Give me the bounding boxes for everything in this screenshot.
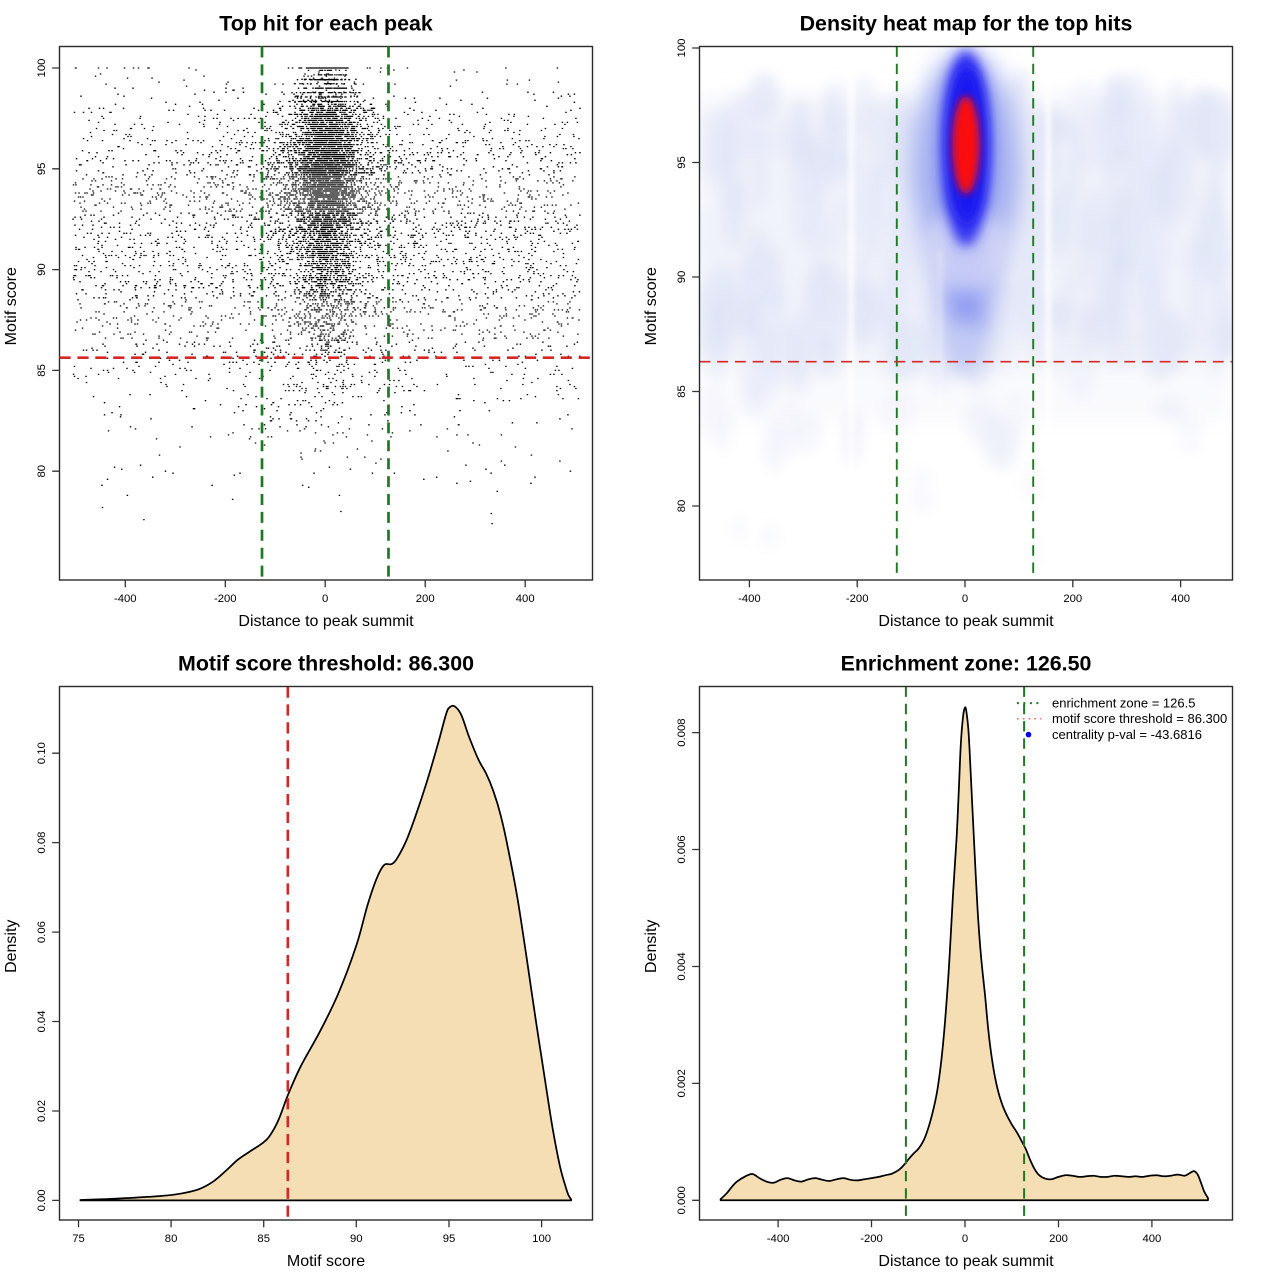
svg-text:85: 85 (257, 1233, 270, 1245)
svg-text:Density: Density (3, 920, 20, 973)
svg-text:Motif score: Motif score (3, 267, 20, 345)
svg-text:0.000: 0.000 (676, 1186, 688, 1214)
svg-text:0.02: 0.02 (36, 1100, 48, 1122)
svg-text:0.004: 0.004 (676, 952, 688, 980)
svg-text:0.008: 0.008 (676, 718, 688, 746)
svg-text:95: 95 (36, 163, 48, 176)
svg-text:Motif score threshold: 86.300: Motif score threshold: 86.300 (178, 652, 474, 676)
svg-text:80: 80 (165, 1233, 178, 1245)
svg-text:100: 100 (676, 39, 688, 58)
svg-text:200: 200 (416, 593, 435, 605)
svg-text:0: 0 (322, 593, 328, 605)
svg-text:0.06: 0.06 (36, 921, 48, 943)
svg-text:Distance to peak summit: Distance to peak summit (238, 613, 414, 630)
svg-text:75: 75 (72, 1233, 85, 1245)
svg-text:200: 200 (1063, 593, 1082, 605)
svg-text:100: 100 (532, 1233, 551, 1245)
svg-text:motif score threshold = 86.300: motif score threshold = 86.300 (1052, 711, 1227, 726)
svg-text:0.10: 0.10 (36, 742, 48, 764)
svg-text:80: 80 (676, 500, 688, 513)
svg-text:Distance to peak summit: Distance to peak summit (878, 1253, 1054, 1270)
svg-text:400: 400 (1171, 593, 1190, 605)
svg-text:0.002: 0.002 (676, 1069, 688, 1097)
svg-text:0.00: 0.00 (36, 1189, 48, 1211)
svg-text:enrichment zone = 126.5: enrichment zone = 126.5 (1052, 696, 1195, 711)
svg-text:Motif score: Motif score (287, 1253, 365, 1270)
svg-text:Top hit for each peak: Top hit for each peak (219, 12, 433, 36)
svg-text:90: 90 (350, 1233, 363, 1245)
svg-text:95: 95 (443, 1233, 456, 1245)
svg-text:Density heat map for the top h: Density heat map for the top hits (800, 12, 1133, 36)
svg-text:90: 90 (676, 271, 688, 284)
svg-text:200: 200 (1049, 1233, 1068, 1245)
svg-text:-400: -400 (114, 593, 137, 605)
svg-text:-400: -400 (738, 593, 761, 605)
svg-text:Distance to peak summit: Distance to peak summit (878, 613, 1054, 630)
svg-text:-200: -200 (846, 593, 869, 605)
svg-text:400: 400 (1142, 1233, 1161, 1245)
svg-text:90: 90 (36, 263, 48, 276)
svg-text:0.006: 0.006 (676, 835, 688, 863)
svg-text:85: 85 (676, 385, 688, 398)
svg-text:centrality p-val = -43.6816: centrality p-val = -43.6816 (1052, 727, 1202, 742)
svg-text:95: 95 (676, 156, 688, 169)
svg-text:-200: -200 (860, 1233, 883, 1245)
svg-text:0.04: 0.04 (36, 1011, 48, 1033)
svg-text:0: 0 (962, 1233, 968, 1245)
svg-text:85: 85 (36, 364, 48, 377)
svg-text:0.08: 0.08 (36, 832, 48, 854)
svg-text:400: 400 (516, 593, 535, 605)
svg-text:80: 80 (36, 465, 48, 478)
svg-text:Enrichment zone: 126.50: Enrichment zone: 126.50 (841, 652, 1092, 676)
svg-text:0: 0 (962, 593, 968, 605)
svg-text:Motif score: Motif score (643, 267, 660, 345)
svg-text:-400: -400 (767, 1233, 790, 1245)
svg-text:Density: Density (643, 920, 660, 973)
svg-text:100: 100 (36, 59, 48, 78)
svg-text:-200: -200 (214, 593, 237, 605)
